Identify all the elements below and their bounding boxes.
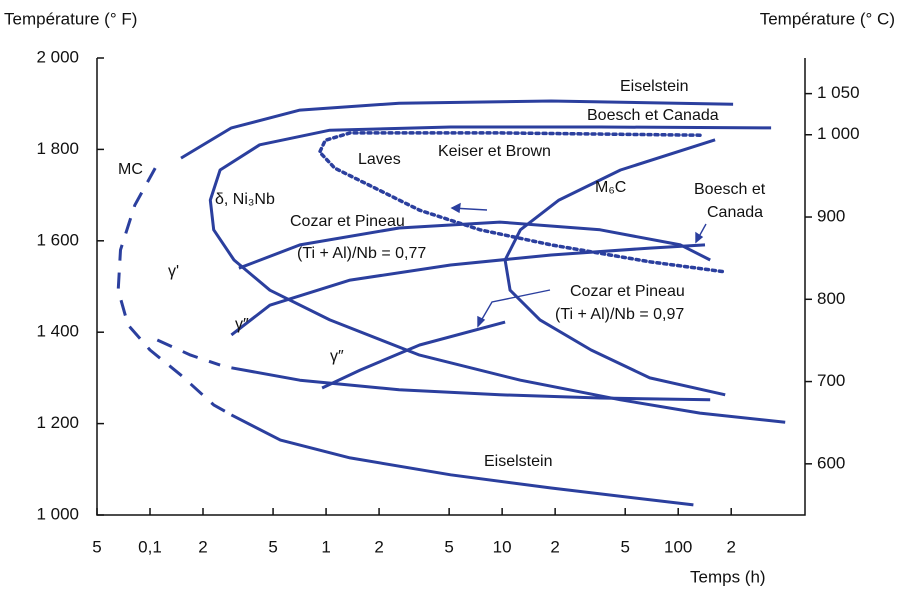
x-tick-label: 2 bbox=[550, 537, 559, 556]
annotation: Laves bbox=[358, 151, 401, 168]
arrowhead bbox=[450, 202, 461, 214]
annotation: M₆C bbox=[595, 179, 626, 196]
curve bbox=[230, 413, 694, 507]
annotation: MC bbox=[118, 161, 143, 178]
y-tick-label: 1 400 bbox=[36, 322, 79, 341]
x-axis-label: Temps (h) bbox=[690, 567, 766, 586]
x-tick-label: 10 bbox=[493, 537, 512, 556]
y-tick-label: 1 800 bbox=[36, 139, 79, 158]
curve bbox=[321, 320, 506, 390]
annotation: Boesch et bbox=[694, 181, 766, 198]
x-tick-label: 5 bbox=[444, 537, 453, 556]
curve bbox=[208, 125, 786, 424]
x-tick-label: 2 bbox=[198, 537, 207, 556]
arrowhead bbox=[477, 315, 486, 328]
annotation: Canada bbox=[707, 204, 763, 221]
curve bbox=[230, 243, 706, 337]
y2-tick-label: 800 bbox=[817, 289, 845, 308]
curve bbox=[503, 138, 726, 397]
annotation: (Ti + Al)/Nb = 0,77 bbox=[297, 245, 426, 262]
annotation: (Ti + Al)/Nb = 0,97 bbox=[555, 306, 684, 323]
annotation: δ, Ni₃Nb bbox=[215, 191, 275, 208]
x-tick-label: 5 bbox=[620, 537, 629, 556]
x-tick-label: 5 bbox=[268, 537, 277, 556]
curve bbox=[317, 131, 727, 274]
arrowhead bbox=[695, 231, 704, 244]
arrow bbox=[477, 289, 551, 327]
annotation: Boesch et Canada bbox=[587, 107, 719, 124]
y-tick-label: 1 200 bbox=[36, 413, 79, 432]
y2-axis-label: Température (° C) bbox=[760, 9, 895, 28]
plot-frame bbox=[96, 58, 806, 516]
y-tick-label: 1 000 bbox=[36, 504, 79, 523]
x-tick-label: 2 bbox=[726, 537, 735, 556]
annotation: γ″ bbox=[330, 348, 344, 365]
curve bbox=[116, 167, 233, 417]
annotation: γ' bbox=[168, 263, 179, 280]
y-axis-label: Température (° F) bbox=[4, 9, 137, 28]
x-tick-label: 100 bbox=[664, 537, 692, 556]
annotation-arrows bbox=[450, 202, 707, 328]
annotation: Eiselstein bbox=[620, 78, 688, 95]
x-tick-label: 2 bbox=[374, 537, 383, 556]
annotation: Eiselstein bbox=[484, 453, 552, 470]
curve bbox=[156, 338, 221, 367]
annotation: Cozar et Pineau bbox=[290, 213, 405, 230]
x-tick-label: 5 bbox=[92, 537, 101, 556]
curve bbox=[180, 99, 734, 160]
annotation: γ″ bbox=[235, 316, 249, 333]
y2-tick-label: 600 bbox=[817, 453, 845, 472]
y2-tick-label: 1 000 bbox=[817, 124, 860, 143]
y2-tick-label: 900 bbox=[817, 207, 845, 226]
y2-tick-label: 1 050 bbox=[817, 83, 860, 102]
x-tick-label: 1 bbox=[321, 537, 330, 556]
x-tick-label: 0,1 bbox=[138, 537, 162, 556]
y-tick-label: 2 000 bbox=[36, 47, 79, 66]
y2-tick-label: 700 bbox=[817, 371, 845, 390]
annotation: Cozar et Pineau bbox=[570, 283, 685, 300]
annotation: Keiser et Brown bbox=[438, 143, 551, 160]
y-tick-label: 1 600 bbox=[36, 230, 79, 249]
